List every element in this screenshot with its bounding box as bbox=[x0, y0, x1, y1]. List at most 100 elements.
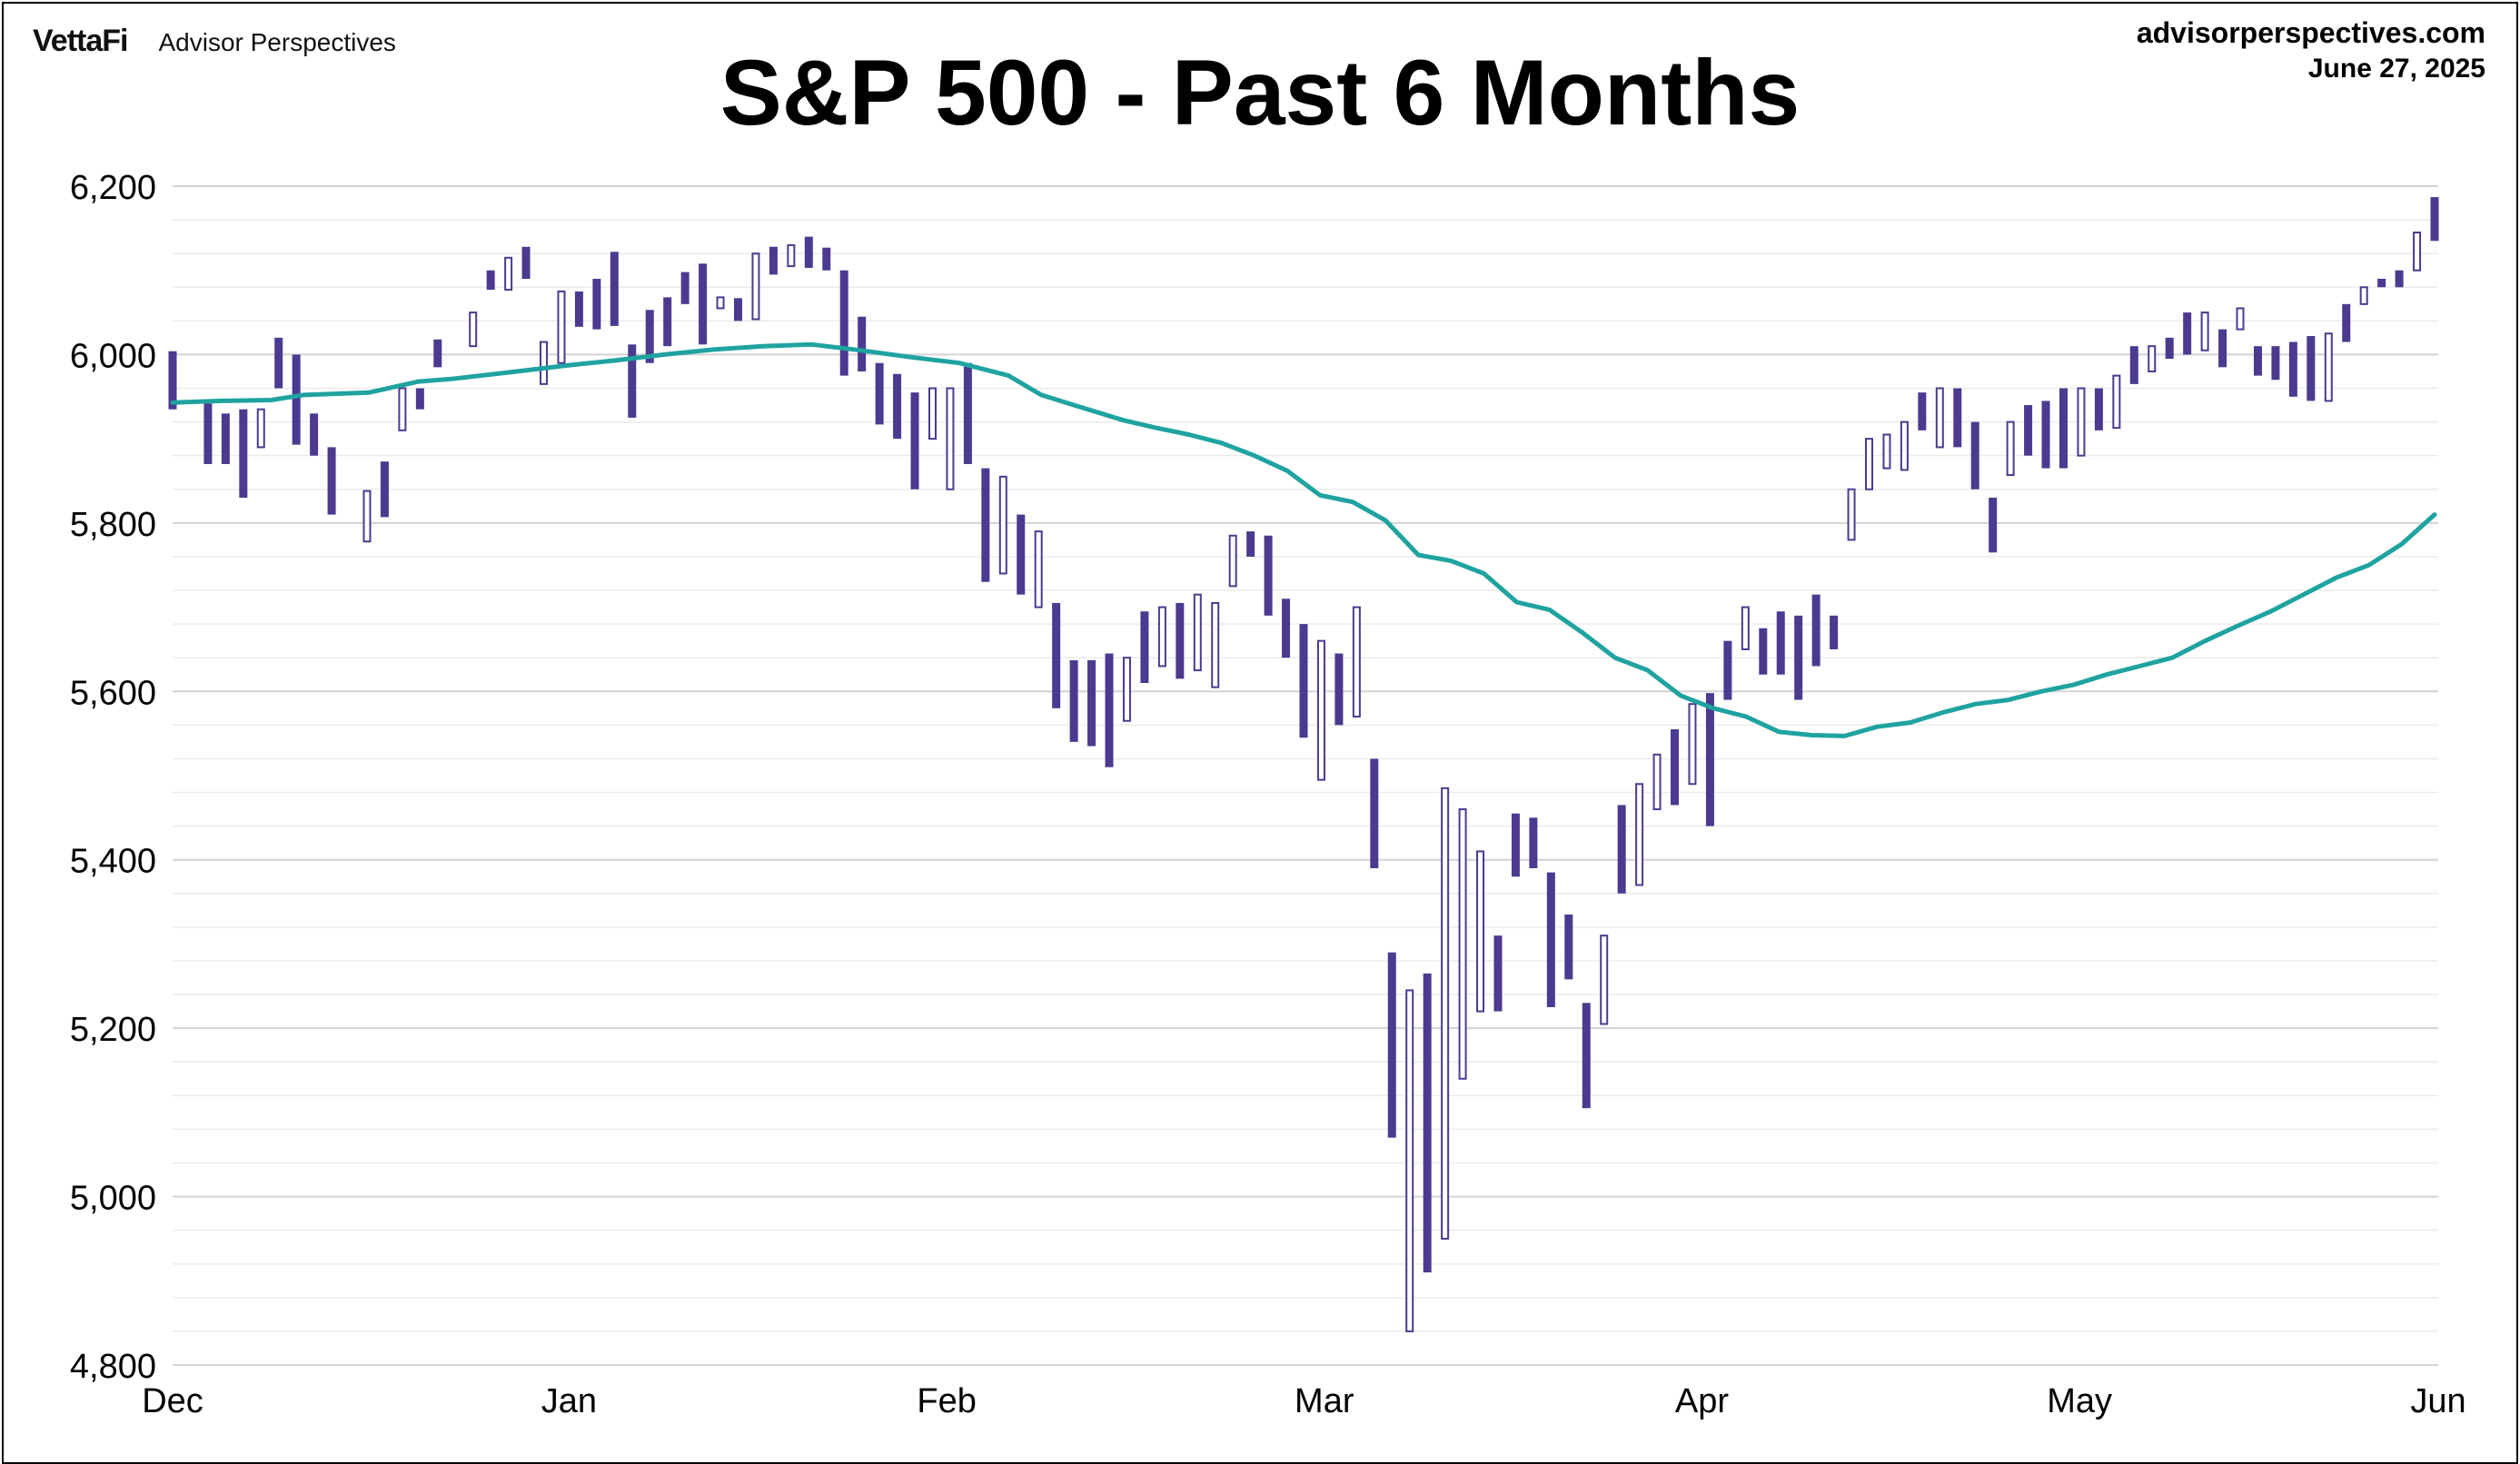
ohlc-bar-up bbox=[1352, 606, 1361, 718]
ohlc-bar-up bbox=[1441, 786, 1450, 1240]
ohlc-bar-down bbox=[839, 270, 848, 376]
ohlc-bar-up bbox=[2006, 420, 2015, 477]
ohlc-bar-down bbox=[433, 339, 442, 368]
x-tick-label: Jan bbox=[541, 1382, 597, 1420]
ohlc-bar-up bbox=[1882, 433, 1891, 470]
ohlc-bar-down bbox=[2253, 346, 2262, 376]
ohlc-bar-up bbox=[1635, 783, 1644, 886]
ohlc-bar-down bbox=[1776, 611, 1785, 675]
x-tick-label: Jun bbox=[2410, 1382, 2465, 1420]
ohlc-bar-up bbox=[1476, 850, 1485, 1013]
ohlc-bar-up bbox=[1034, 530, 1043, 608]
ohlc-bar-down bbox=[1087, 659, 1096, 747]
ohlc-bar-up bbox=[469, 312, 478, 348]
ohlc-bar-up bbox=[1600, 935, 1609, 1025]
ohlc-bar-down bbox=[1546, 872, 1555, 1007]
ohlc-bar-up bbox=[2413, 231, 2422, 272]
ohlc-bar-down bbox=[521, 246, 531, 279]
ohlc-bar-down bbox=[1017, 514, 1026, 595]
ohlc-bar-down bbox=[221, 413, 230, 464]
ohlc-bar-down bbox=[663, 297, 672, 347]
ohlc-bar-down bbox=[380, 461, 389, 518]
report-date: June 27, 2025 bbox=[2307, 54, 2485, 84]
ohlc-bar-down bbox=[1105, 653, 1114, 767]
x-tick-label: Mar bbox=[1295, 1382, 1354, 1420]
ohlc-bar-up bbox=[504, 256, 513, 292]
x-tick-label: Dec bbox=[142, 1382, 203, 1420]
ohlc-bar-down bbox=[592, 278, 601, 330]
ohlc-bar-up bbox=[2200, 312, 2209, 351]
ohlc-bar-down bbox=[804, 236, 813, 268]
ohlc-bar-down bbox=[239, 409, 248, 499]
ohlc-bar-down bbox=[645, 310, 654, 363]
ohlc-bar-down bbox=[1282, 598, 1291, 658]
ohlc-bar-up bbox=[787, 243, 796, 268]
y-tick-label: 5,600 bbox=[70, 674, 156, 712]
x-tick-label: May bbox=[2047, 1382, 2112, 1420]
ohlc-bar-up bbox=[1228, 534, 1237, 588]
ohlc-bar-down bbox=[274, 337, 283, 389]
y-tick-label: 6,200 bbox=[70, 169, 156, 207]
ohlc-bar-up bbox=[1741, 606, 1750, 650]
ohlc-bar-up bbox=[1193, 593, 1202, 672]
ohlc-bar-down bbox=[734, 298, 742, 321]
ohlc-bar-down bbox=[769, 246, 778, 275]
y-tick-label: 5,400 bbox=[70, 843, 156, 881]
ohlc-bar-down bbox=[574, 291, 583, 327]
y-tick-label: 5,200 bbox=[70, 1011, 156, 1049]
ohlc-bar-down bbox=[1493, 935, 1503, 1012]
ohlc-bar-down bbox=[1918, 392, 1927, 430]
ohlc-bar-up bbox=[2359, 286, 2368, 305]
ohlc-bar-down bbox=[858, 316, 867, 371]
ohlc-bar-down bbox=[1529, 817, 1538, 868]
ohlc-bar-up bbox=[751, 252, 760, 321]
ohlc-bar-down bbox=[2271, 346, 2280, 381]
ohlc-bar-down bbox=[1140, 611, 1149, 684]
ohlc-bar-down bbox=[1334, 653, 1344, 726]
ohlc-bar-down bbox=[1052, 602, 1061, 708]
ohlc-bar-down bbox=[1759, 628, 1768, 675]
ohlc-bar-down bbox=[1617, 805, 1626, 894]
ohlc-bar-down bbox=[680, 272, 690, 304]
ohlc-bar-down bbox=[963, 362, 972, 464]
ohlc-bar-down bbox=[1564, 914, 1573, 980]
source-info: advisorperspectives.com June 27, 2025 bbox=[2137, 16, 2485, 84]
ohlc-bar-down bbox=[292, 354, 301, 445]
ohlc-bar-up bbox=[1211, 601, 1220, 688]
ohlc-bar-up bbox=[2324, 332, 2333, 402]
ohlc-bar-down bbox=[310, 413, 319, 456]
ohlc-bar-down bbox=[1705, 693, 1714, 826]
ohlc-bar-down bbox=[2377, 278, 2386, 288]
ohlc-bar-down bbox=[610, 252, 619, 326]
ohlc-bar-down bbox=[1246, 531, 1255, 557]
ohlc-bar-down bbox=[415, 388, 424, 410]
ohlc-bar-down bbox=[1671, 729, 1680, 806]
ohlc-bar-up bbox=[928, 387, 937, 440]
ohlc-bar-down bbox=[628, 344, 637, 418]
ohlc-bar-up bbox=[2148, 345, 2157, 372]
ohlc-bar-down bbox=[1370, 758, 1379, 868]
ohlc-bar-down bbox=[1264, 535, 1273, 616]
ohlc-bar-up bbox=[1316, 639, 1325, 781]
ohlc-bar-up bbox=[2236, 307, 2245, 331]
ohlc-bar-up bbox=[1865, 438, 1873, 490]
ohlc-bar-down bbox=[2024, 405, 2033, 456]
y-tick-label: 5,800 bbox=[70, 506, 156, 544]
ohlc-bar-down bbox=[203, 403, 213, 464]
ohlc-bar-down bbox=[1387, 952, 1396, 1138]
ohlc-bar-down bbox=[910, 392, 919, 490]
chart-title: S&P 500 - Past 6 Months bbox=[719, 41, 1801, 144]
ohlc-bar-up bbox=[1935, 387, 1944, 449]
ohlc-bar-down bbox=[2183, 312, 2192, 355]
ohlc-bar-down bbox=[168, 351, 177, 410]
moving-average-line bbox=[170, 341, 2437, 738]
ohlc-bar-down bbox=[1299, 624, 1308, 738]
ohlc-bar-down bbox=[486, 270, 495, 291]
ohlc-bar-down bbox=[2041, 401, 2050, 469]
ohlc-bar-up bbox=[1458, 808, 1467, 1080]
ohlc-bar-up bbox=[1405, 989, 1414, 1332]
ohlc-bar-down bbox=[1830, 615, 1839, 649]
ohlc-bar-up bbox=[998, 475, 1007, 575]
ohlc-bar-down bbox=[2430, 197, 2439, 242]
ohlc-bar-down bbox=[1069, 659, 1078, 742]
